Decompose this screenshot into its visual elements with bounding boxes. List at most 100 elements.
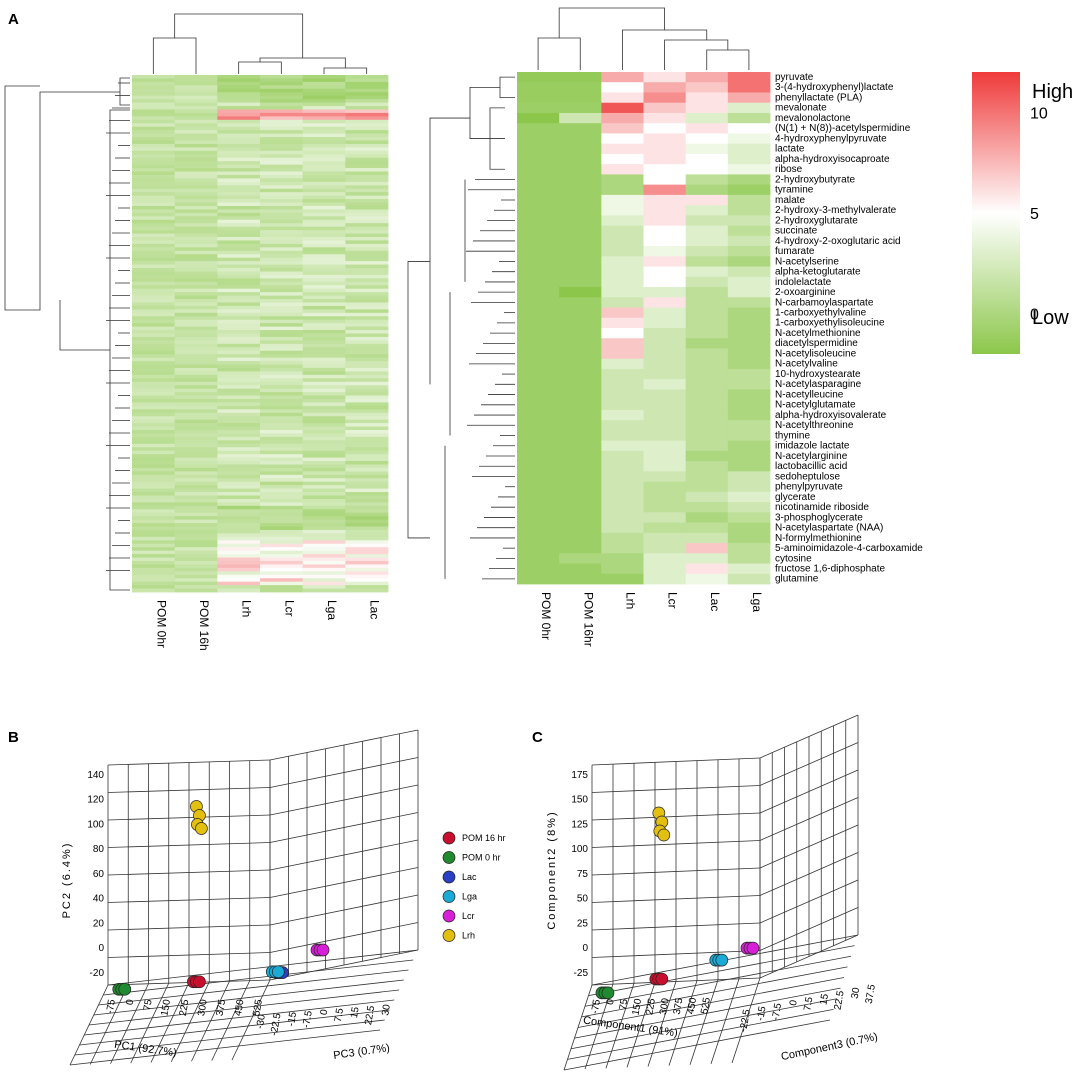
heatmap-cell [685, 184, 729, 196]
heatmap-cell [345, 178, 389, 183]
heatmap-cell [132, 395, 176, 400]
heatmap-cell [260, 526, 304, 531]
heatmap-cell [174, 505, 218, 510]
heatmap-cell [217, 140, 261, 145]
x-tick-label: 525 [699, 996, 713, 1015]
heatmap-cell [174, 112, 218, 117]
data-point [271, 965, 285, 979]
panel-label-a: A [8, 11, 19, 28]
z-tick-label: -22.5 [269, 1012, 284, 1037]
heatmap-cell [302, 385, 346, 390]
heatmap-cell [217, 212, 261, 217]
heatmap-cell [345, 174, 389, 179]
heatmap-cell [727, 543, 771, 554]
heatmap-cell [260, 371, 304, 376]
z-axis-title: Component3 (0.7%) [780, 1031, 879, 1063]
heatmap-cell [132, 581, 176, 586]
row-dendrogram [407, 76, 515, 580]
heatmap-cell [345, 385, 389, 390]
heatmap-cell [302, 140, 346, 145]
heatmap-cell [132, 140, 176, 145]
heatmap-cell [302, 543, 346, 548]
heatmap-cell [643, 92, 687, 104]
heatmap-cell [174, 543, 218, 548]
heatmap-cell [217, 209, 261, 214]
heatmap-cell [132, 95, 176, 100]
heatmap-cell [217, 492, 261, 496]
data-point [118, 982, 132, 996]
z-tick-label: 30 [850, 986, 863, 999]
heatmap-cell [302, 78, 346, 83]
heatmap-cell [132, 361, 176, 365]
heatmap-cell [217, 402, 261, 407]
heatmap-cell [217, 554, 261, 558]
heatmap-cell [345, 481, 389, 486]
colorbar-tick: 0 [1030, 307, 1039, 324]
heatmap-cell [643, 471, 687, 482]
x-tick-label: 225 [178, 998, 192, 1017]
heatmap-cell [643, 573, 687, 585]
heatmap-cell [174, 509, 218, 514]
y-tick-label: 140 [87, 770, 104, 781]
dendro-branch [59, 109, 130, 591]
heatmap-cell [345, 560, 389, 565]
heatmap-cell [132, 564, 176, 569]
grid-line [689, 979, 719, 1065]
heatmap-cell [727, 409, 771, 421]
heatmap-cell [174, 95, 218, 100]
heatmap-cell [132, 557, 176, 562]
heatmap-cell [217, 309, 261, 314]
heatmap-cell [685, 246, 729, 257]
heatmap-cell [217, 336, 261, 341]
heatmap-cell [643, 328, 687, 339]
heatmap-cell [132, 330, 176, 334]
heatmap-cell [517, 522, 560, 534]
heatmap-cell [643, 461, 687, 472]
heatmap-cell [685, 409, 729, 421]
heatmap-cell [302, 312, 346, 317]
heatmap-cell [217, 92, 261, 97]
heatmap-cell [302, 102, 346, 107]
heatmap-cell [132, 268, 176, 272]
heatmap-cell [260, 495, 304, 500]
heatmap-cell [302, 450, 346, 455]
heatmap-cell [260, 88, 304, 93]
heatmap-cell [685, 502, 729, 513]
heatmap-cell [217, 205, 261, 210]
heatmap-cell [345, 195, 389, 200]
heatmap-cell [217, 178, 261, 183]
heatmap-cell [302, 392, 346, 396]
heatmap-cell [302, 364, 346, 369]
heatmap-cell [217, 274, 261, 279]
z-tick-label: 37.5 [864, 983, 878, 1005]
heatmap-cell [302, 240, 346, 245]
grid-line [584, 955, 852, 1007]
row-label: 1-carboxyethylvaline [775, 308, 867, 319]
heatmap-cell [174, 219, 218, 224]
heatmap-cell [601, 307, 644, 319]
heatmap-cell [260, 323, 304, 328]
heatmap-cell [517, 317, 560, 329]
heatmap-cell [685, 307, 729, 319]
heatmap-cell [345, 519, 389, 524]
heatmap-cell [345, 478, 389, 483]
heatmap-cell [174, 550, 218, 555]
heatmap-cell [217, 433, 261, 438]
heatmap-cell [345, 309, 389, 314]
heatmap-cell [302, 485, 346, 489]
heatmap-cell [302, 471, 346, 476]
heatmap-cell [517, 123, 560, 134]
column-label: Lcr [282, 600, 296, 617]
heatmap-cell [260, 509, 304, 514]
heatmap-cell [132, 398, 176, 403]
heatmap-cell [217, 168, 261, 172]
heatmap-cell [302, 233, 346, 238]
heatmap-cell [345, 450, 389, 455]
heatmap-cell [345, 140, 389, 145]
heatmap-cell [174, 578, 218, 583]
heatmap-cell [302, 536, 346, 541]
heatmap-cell [217, 567, 261, 572]
heatmap-cell [517, 133, 560, 145]
heatmap-cell [643, 512, 687, 523]
heatmap-cell [217, 199, 261, 203]
